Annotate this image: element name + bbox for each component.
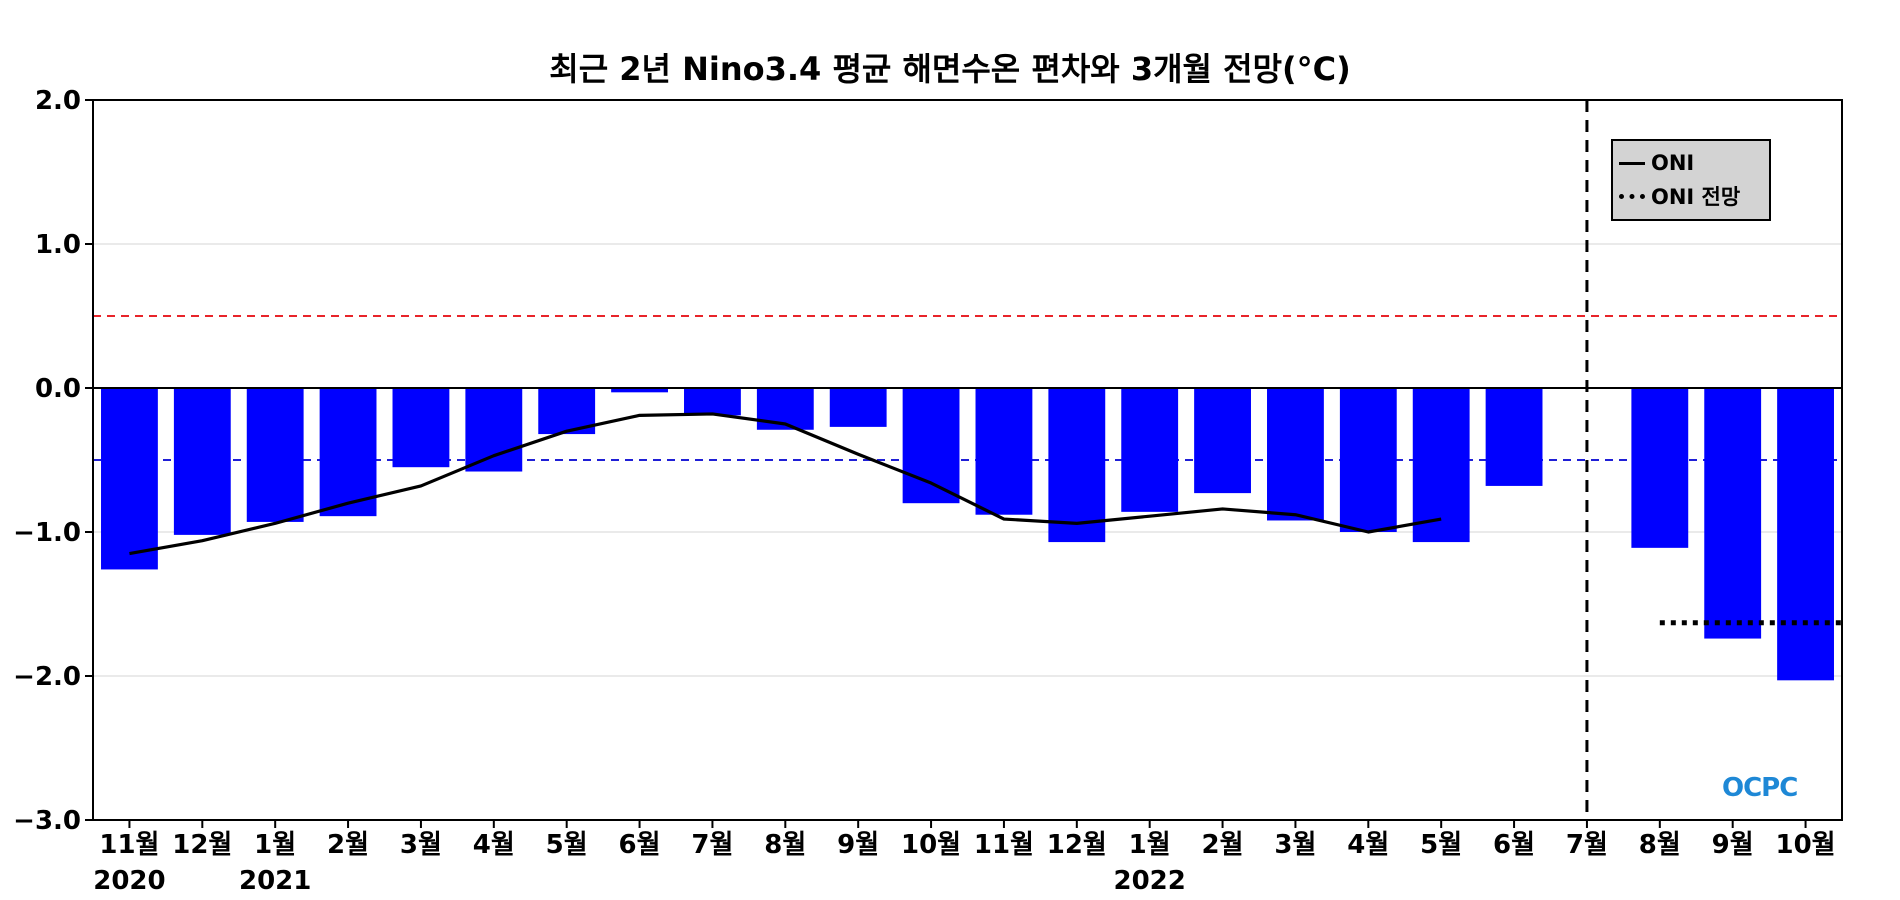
anomaly-bar (319, 388, 377, 517)
anomaly-bar (173, 388, 231, 535)
legend-item-oni-forecast: ONI 전망 (1619, 181, 1740, 211)
anomaly-bar (392, 388, 450, 468)
anomaly-bar (246, 388, 304, 522)
x-tick-label: 3월 (400, 830, 442, 860)
anomaly-bar (1267, 388, 1324, 521)
x-tick-label: 11월 (99, 830, 159, 860)
x-tick-label: 5월 (1420, 830, 1462, 860)
x-tick-label: 3월 (1274, 830, 1316, 860)
oni-line (129, 412, 1442, 556)
legend-solid-line-icon (1619, 161, 1645, 165)
x-tick-label: 2월 (327, 830, 369, 860)
anomaly-bar (611, 388, 668, 393)
anomaly-bar (1412, 388, 1470, 543)
x-tick-label: 12월 (172, 830, 232, 860)
y-tick-label: −2.0 (13, 662, 81, 692)
x-tick-label: 5월 (546, 830, 588, 860)
y-tick-label: −3.0 (13, 806, 81, 836)
legend-dotted-line-icon (1619, 193, 1645, 199)
legend: ONI ONI 전망 (1611, 139, 1771, 221)
x-tick-label: 12월 (1047, 830, 1107, 860)
anomaly-bar (465, 388, 523, 472)
anomaly-bar (1048, 388, 1106, 543)
x-tick-label: 7월 (691, 830, 733, 860)
year-label: 2021 (239, 866, 311, 896)
legend-item-oni: ONI (1619, 148, 1694, 178)
anomaly-bar (902, 388, 960, 504)
anomaly-bar (1339, 388, 1397, 532)
anomaly-bar (101, 388, 158, 570)
x-tick-label: 8월 (764, 830, 806, 860)
x-tick-label: 6월 (619, 830, 661, 860)
y-tick-label: −1.0 (13, 518, 81, 548)
x-tick-label: 8월 (1639, 830, 1681, 860)
y-tick-label: 2.0 (35, 86, 81, 116)
year-label: 2022 (1114, 866, 1186, 896)
legend-label-oni-forecast: ONI 전망 (1651, 185, 1741, 209)
x-tick-label: 4월 (1347, 830, 1389, 860)
legend-label-oni: ONI (1651, 151, 1695, 175)
anomaly-bar (1777, 388, 1834, 681)
x-tick-label: 9월 (1712, 830, 1754, 860)
x-tick-label: 7월 (1566, 830, 1608, 860)
svg-text:OCPC: OCPC (1722, 773, 1797, 803)
anomaly-bar (829, 388, 887, 427)
ocpc-logo: OCPC (1722, 772, 1808, 804)
anomaly-bar (975, 388, 1033, 515)
x-tick-label: 10월 (1776, 830, 1836, 860)
anomaly-bar (1631, 388, 1689, 548)
anomaly-bar (1121, 388, 1179, 512)
x-tick-label: 6월 (1493, 830, 1535, 860)
x-tick-label: 10월 (901, 830, 961, 860)
anomaly-bar (684, 388, 741, 416)
chart-title: 최근 2년 Nino3.4 평균 해면수온 편차와 3개월 전망(°C) (549, 50, 1351, 88)
x-tick-label: 1월 (1129, 830, 1171, 860)
x-tick-label: 9월 (837, 830, 879, 860)
y-tick-label: 0.0 (35, 374, 81, 404)
anomaly-bar (1704, 388, 1762, 639)
x-tick-label: 2월 (1202, 830, 1244, 860)
plot-frame (92, 99, 1843, 821)
anomaly-bar (1485, 388, 1543, 486)
y-tick-label: 1.0 (35, 230, 81, 260)
x-tick-label: 4월 (473, 830, 515, 860)
year-label: 2020 (93, 866, 165, 896)
anomaly-bar (1194, 388, 1251, 494)
x-tick-label: 11월 (974, 830, 1034, 860)
x-tick-label: 1월 (254, 830, 296, 860)
